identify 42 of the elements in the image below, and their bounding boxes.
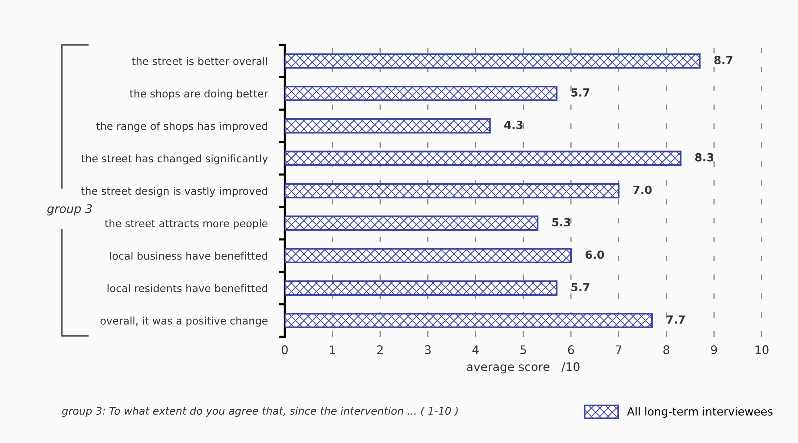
data-label: 6.0: [586, 250, 604, 260]
x-tick-label: 2: [378, 346, 383, 354]
x-tick-label: 7: [616, 346, 622, 354]
y-tick-label: overall, it was a positive change: [100, 316, 268, 327]
data-label: 5.3: [552, 218, 570, 227]
bar: [285, 216, 539, 232]
x-tick-label: 3: [425, 346, 431, 354]
data-label: 5.7: [572, 88, 590, 97]
legend-label: All long-term interviewees: [627, 407, 773, 418]
y-tick-label: the street is better overall: [132, 57, 268, 66]
data-label: 7.0: [634, 186, 652, 194]
bar: [285, 280, 558, 296]
x-tick-label: 8: [664, 346, 670, 354]
bar: [285, 313, 654, 328]
text: group 3: To what extent do you agree that, since the intervention ... ( 1-10 ): [62, 406, 458, 418]
bar: [285, 183, 620, 199]
bar: [285, 86, 558, 102]
y-tick-label: local business have benefitted: [110, 252, 268, 260]
data-label: 7.7: [666, 316, 685, 324]
text: group 3: [47, 204, 92, 216]
x-tick-label: 1: [330, 346, 336, 354]
y-tick-label: local residents have benefitted: [108, 284, 268, 292]
data-label: 8.7: [714, 56, 733, 64]
bar: [285, 150, 682, 166]
data-label: 4.3: [504, 120, 523, 130]
x-tick-label: 10: [756, 346, 769, 354]
y-tick-label: the street has changed significantly: [82, 154, 268, 165]
x-tick-label: 4: [472, 346, 479, 354]
x-tick-label: 9: [711, 346, 718, 354]
x-axis-title: average score /10: [467, 362, 580, 374]
bar: [285, 54, 701, 69]
data-label: 5.7: [572, 283, 590, 292]
y-tick-label: the range of shops has improved: [96, 122, 268, 132]
bar: [285, 248, 572, 264]
x-tick-label: 0: [282, 346, 288, 354]
data-label: 8.3: [695, 153, 714, 162]
x-tick-label: 6: [568, 346, 574, 354]
x-tick-label: 5: [520, 346, 526, 354]
y-tick-label: the shops are doing better: [130, 90, 268, 100]
bar: [285, 118, 491, 134]
y-tick-label: the street design is vastly improved: [81, 187, 268, 198]
y-tick-label: the street attracts more people: [105, 219, 268, 230]
